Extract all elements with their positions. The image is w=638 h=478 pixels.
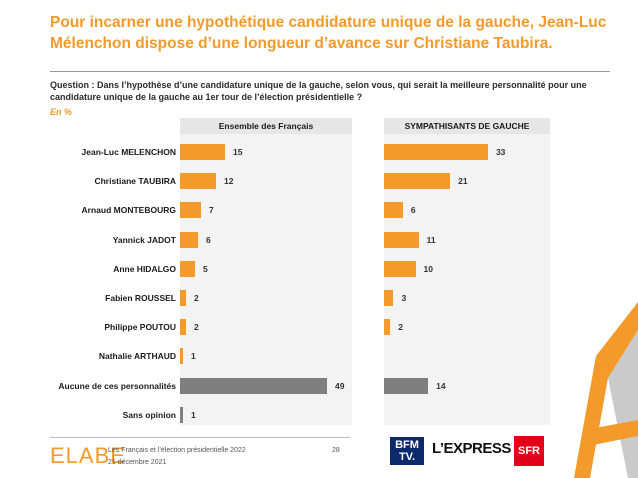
data-label: 2 xyxy=(398,322,404,333)
bar xyxy=(180,202,201,219)
bar xyxy=(384,319,391,336)
data-label: 6 xyxy=(410,205,416,216)
bar xyxy=(384,260,416,277)
bar xyxy=(180,319,186,336)
category-label: Nathalie ARTHAUD xyxy=(98,351,176,362)
category-label: Anne HIDALGO xyxy=(113,263,176,274)
data-label: 1 xyxy=(191,409,196,420)
bar xyxy=(180,173,216,190)
title-divider xyxy=(50,71,610,72)
category-label: Fabien ROUSSEL xyxy=(105,293,176,303)
bar xyxy=(180,290,186,306)
bar xyxy=(384,290,394,306)
unit-label: En % xyxy=(50,107,73,117)
data-label: 3 xyxy=(401,293,407,303)
category-label: Arnaud MONTEBOURG xyxy=(81,205,176,216)
category-label: Christiane TAUBIRA xyxy=(94,176,176,187)
bar xyxy=(384,144,488,160)
data-label: 7 xyxy=(209,205,214,216)
category-label: Sans opinion xyxy=(122,409,176,420)
data-label: 11 xyxy=(426,234,436,245)
data-label: 12 xyxy=(224,176,234,187)
page-number: 28 xyxy=(332,447,340,454)
data-label: 15 xyxy=(233,147,243,157)
category-label: Aucune de ces personnalités xyxy=(58,380,176,391)
bar xyxy=(384,202,403,219)
data-label: 2 xyxy=(194,322,199,333)
series-header: Ensemble des Français xyxy=(180,118,352,134)
bar xyxy=(180,231,198,248)
data-label: 5 xyxy=(203,263,208,274)
bar xyxy=(384,377,429,394)
bar xyxy=(180,260,195,277)
category-label: Yannick JADOT xyxy=(112,234,176,245)
data-label: 14 xyxy=(436,380,446,391)
bar xyxy=(384,173,451,190)
footer-date: 21 décembre 2021 xyxy=(108,459,167,466)
category-label: Jean-Luc MELENCHON xyxy=(81,147,176,157)
data-label: 1 xyxy=(191,351,196,362)
bfmtv-logo-line2: TV. xyxy=(398,451,416,463)
bar xyxy=(180,377,327,394)
category-label: Philippe POUTOU xyxy=(104,322,176,333)
chart-panel: Ensemble des Français xyxy=(180,118,352,425)
bar xyxy=(180,348,183,365)
bar xyxy=(180,144,225,160)
lexpress-logo: L’EXPRESS xyxy=(432,440,511,457)
sfr-logo: SFR xyxy=(514,436,544,466)
data-label: 2 xyxy=(194,293,199,303)
data-label: 33 xyxy=(495,147,506,157)
elabe-logo: ELABE xyxy=(50,443,126,468)
footer-source: Les Français et l’élection présidentiell… xyxy=(108,447,246,454)
series-header: SYMPATHISANTS DE GAUCHE xyxy=(384,118,550,134)
data-label: 6 xyxy=(206,234,211,245)
page-title: Pour incarner une hypothétique candidatu… xyxy=(50,14,607,52)
footer-divider xyxy=(50,437,350,438)
bar xyxy=(180,406,183,423)
bfmtv-logo: BFM TV. xyxy=(390,437,424,465)
data-label: 10 xyxy=(423,263,433,274)
survey-question: Question : Dans l’hypothèse d’une candid… xyxy=(50,80,587,102)
bfmtv-logo-line1: BFM xyxy=(395,439,419,451)
data-label: 21 xyxy=(458,176,468,187)
data-label: 49 xyxy=(335,380,345,391)
bar xyxy=(384,231,419,248)
